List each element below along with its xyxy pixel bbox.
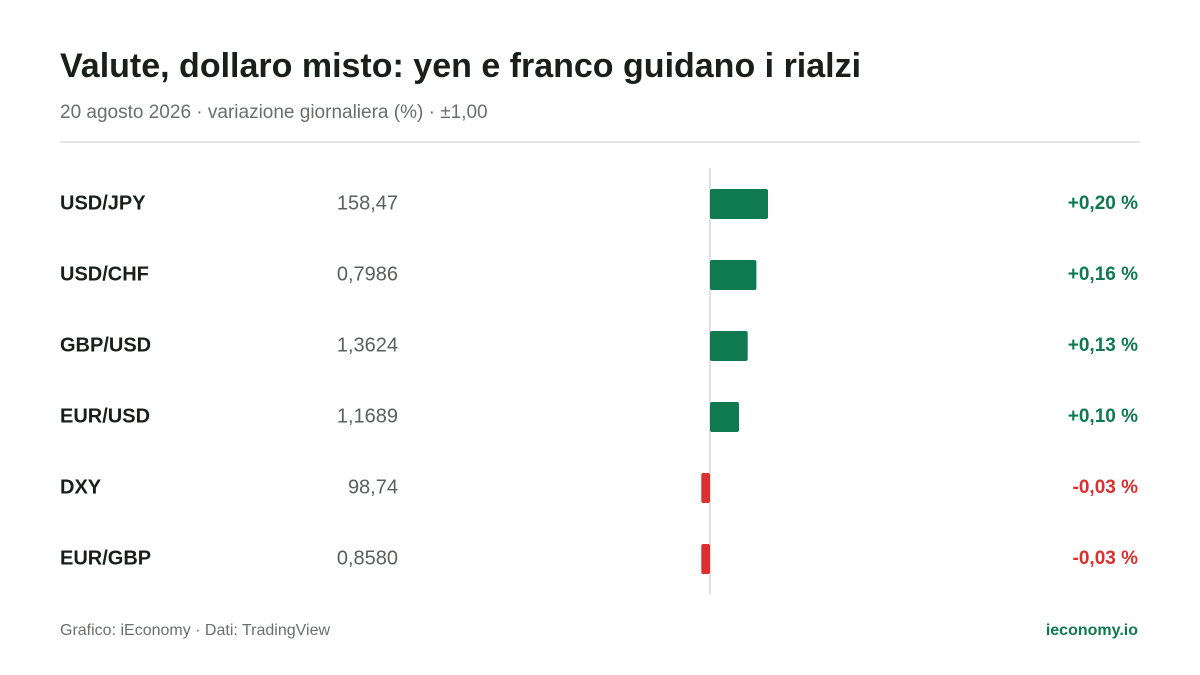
- pair-label: GBP/USD: [60, 334, 151, 356]
- pair-label: EUR/USD: [60, 405, 150, 427]
- bar: [710, 331, 748, 361]
- pair-label: USD/CHF: [60, 263, 149, 285]
- value-label: +0,20 %: [1068, 193, 1138, 214]
- value-label: +0,10 %: [1068, 406, 1138, 427]
- value-label: -0,03 %: [1073, 477, 1139, 498]
- pair-label: EUR/GBP: [60, 547, 151, 569]
- price: 0,7986: [337, 263, 398, 285]
- price: 1,3624: [337, 334, 398, 356]
- bar: [710, 189, 768, 219]
- source-note: Grafico: iEconomy · Dati: TradingView: [60, 622, 330, 639]
- pair-label: DXY: [60, 476, 102, 498]
- value-label: +0,13 %: [1068, 335, 1138, 356]
- brand: ieconomy.io: [1046, 622, 1138, 639]
- chart-title: Valute, dollaro misto: yen e franco guid…: [60, 47, 861, 85]
- value-label: -0,03 %: [1073, 548, 1139, 569]
- bar: [701, 473, 710, 503]
- bar: [710, 402, 739, 432]
- price: 158,47: [337, 192, 398, 214]
- price: 1,1689: [337, 405, 398, 427]
- pair-label: USD/JPY: [60, 192, 146, 214]
- price: 0,8580: [337, 547, 398, 569]
- value-label: +0,16 %: [1068, 264, 1138, 285]
- bar: [710, 260, 757, 290]
- bar: [701, 544, 710, 574]
- chart-subtitle: 20 agosto 2026 · variazione giornaliera …: [60, 102, 488, 123]
- price: 98,74: [348, 476, 398, 498]
